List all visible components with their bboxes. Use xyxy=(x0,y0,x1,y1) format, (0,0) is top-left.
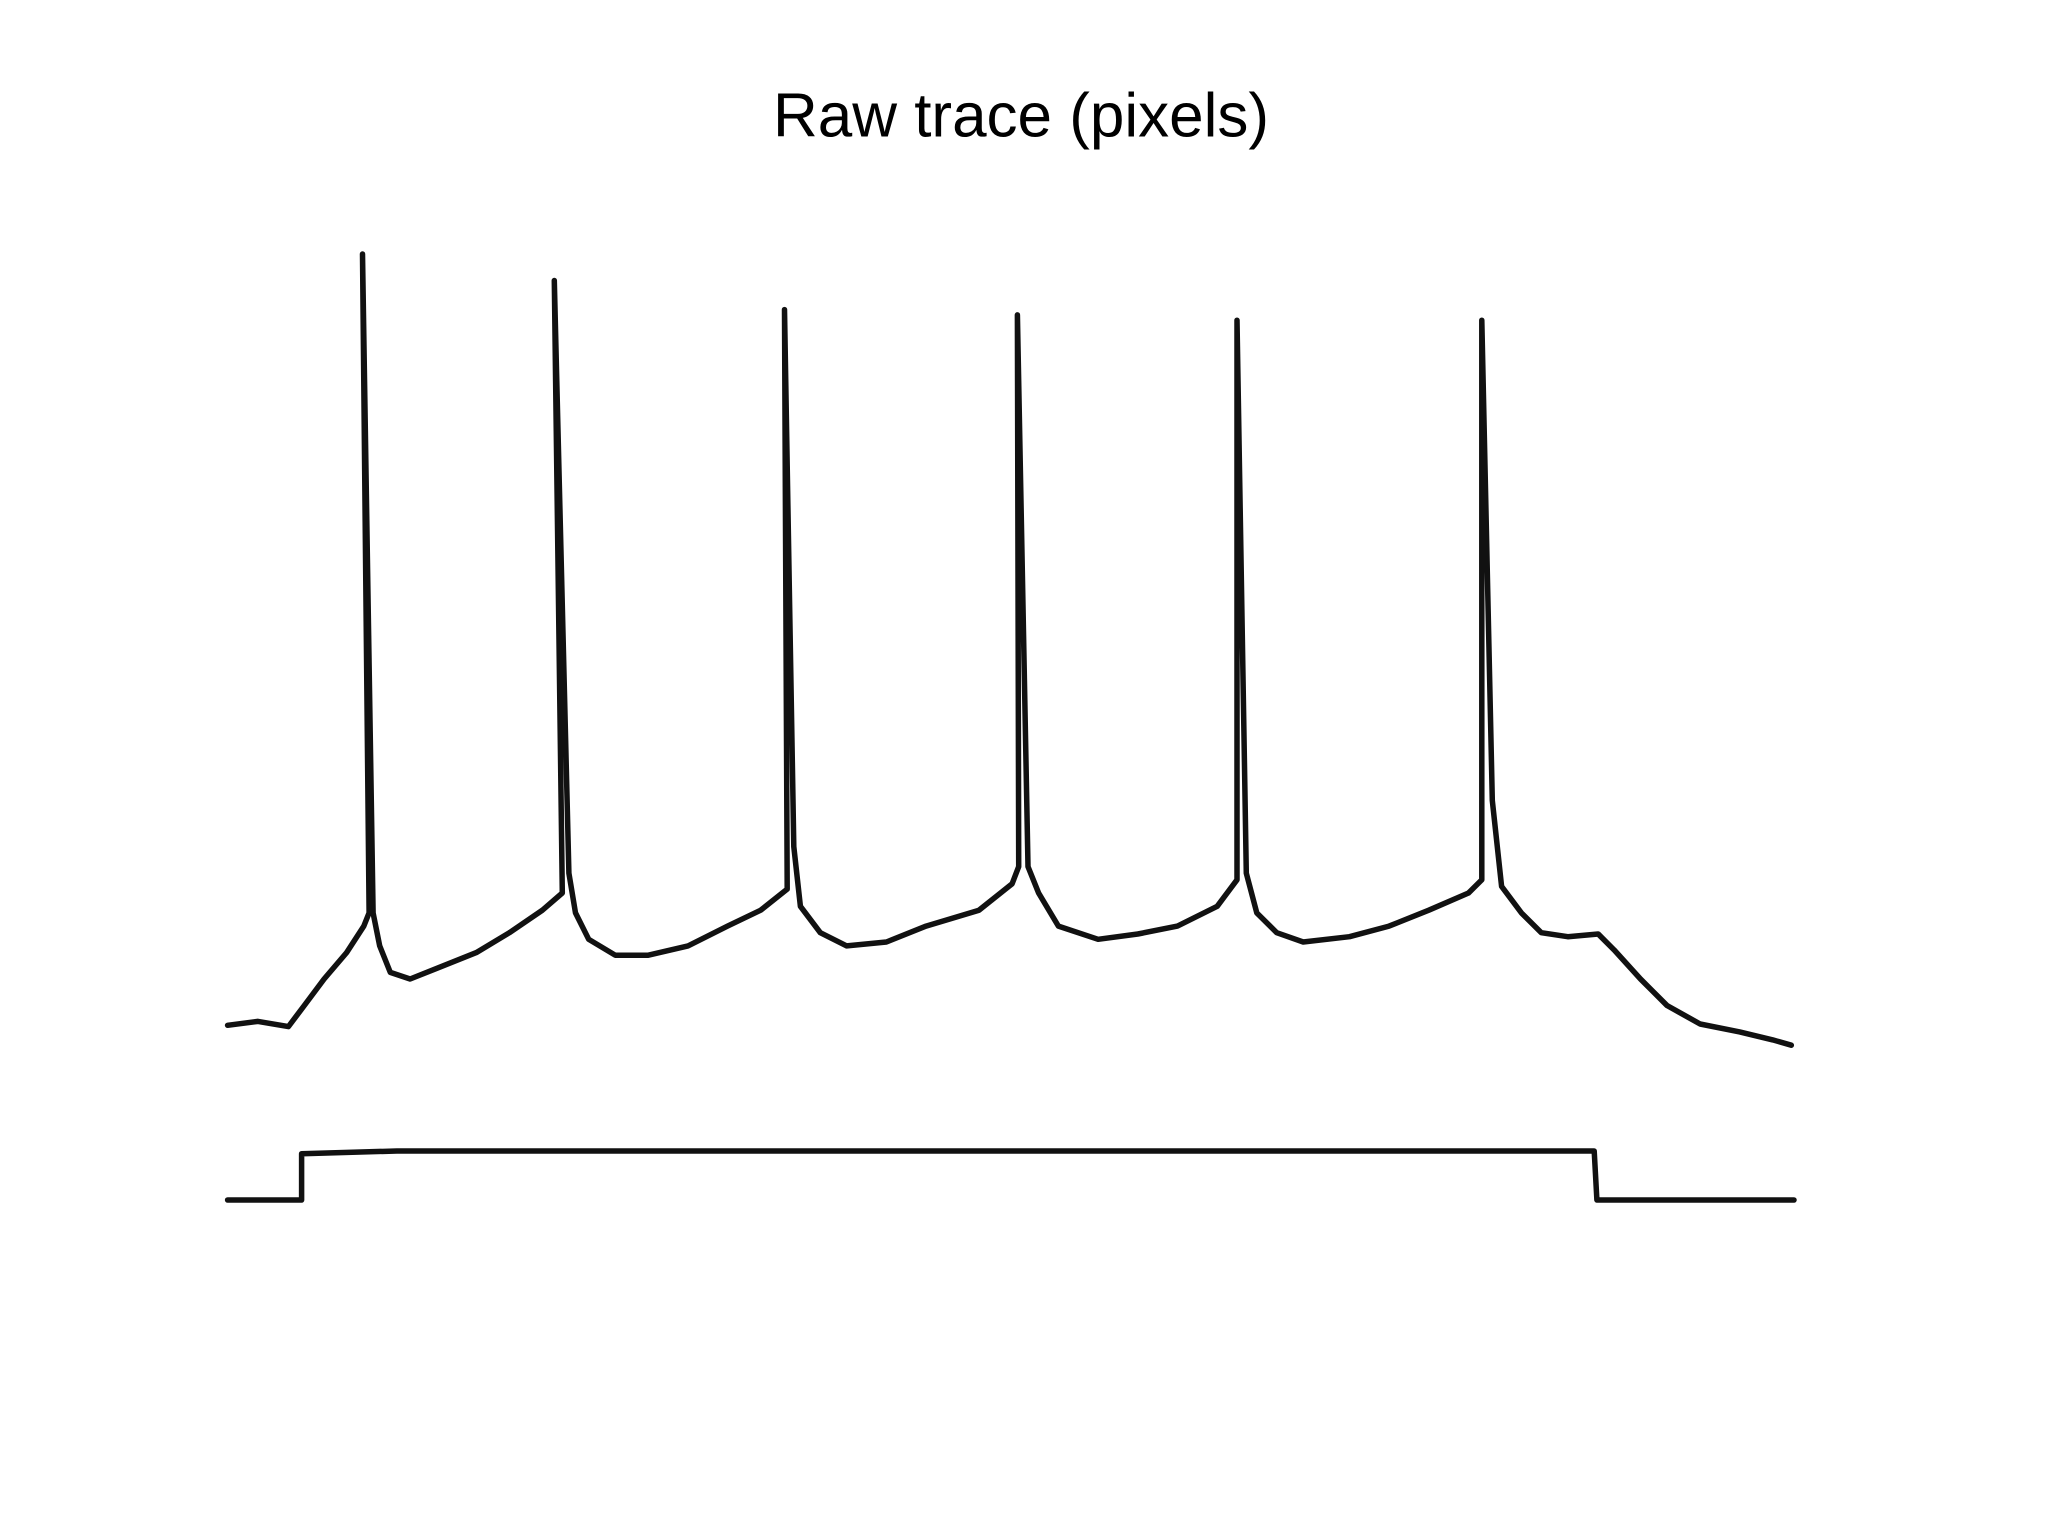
trace-line xyxy=(224,1148,1797,1203)
trace-line xyxy=(224,251,1795,1048)
chart-title: Raw trace (pixels) xyxy=(773,81,1269,150)
